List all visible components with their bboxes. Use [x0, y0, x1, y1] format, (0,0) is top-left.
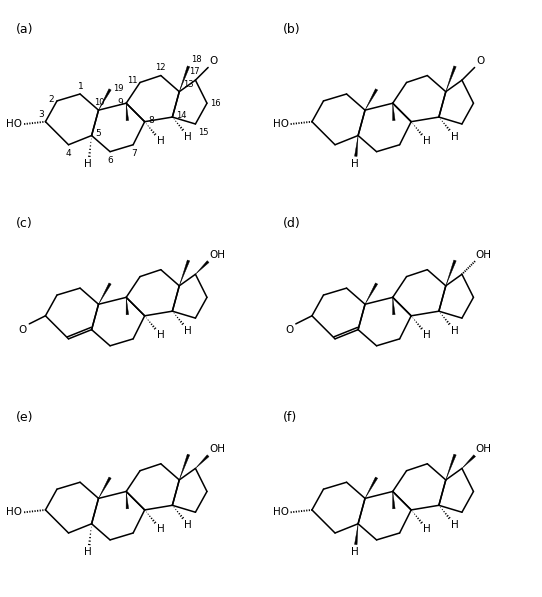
Text: 11: 11	[127, 76, 137, 85]
Polygon shape	[179, 454, 190, 480]
Text: H: H	[451, 131, 459, 141]
Text: 10: 10	[94, 98, 105, 107]
Text: O: O	[285, 325, 294, 335]
Text: H: H	[184, 131, 192, 141]
Text: H: H	[157, 330, 164, 340]
Text: 2: 2	[48, 96, 54, 104]
Polygon shape	[392, 103, 395, 121]
Polygon shape	[446, 454, 456, 480]
Text: (a): (a)	[16, 23, 34, 36]
Text: H: H	[423, 136, 431, 146]
Text: H: H	[157, 524, 164, 534]
Text: (e): (e)	[16, 411, 34, 424]
Text: 12: 12	[156, 63, 166, 72]
Text: 7: 7	[131, 149, 137, 158]
Polygon shape	[99, 89, 111, 110]
Text: H: H	[184, 520, 192, 530]
Text: 5: 5	[96, 129, 101, 138]
Text: HO: HO	[7, 119, 22, 129]
Polygon shape	[179, 260, 190, 286]
Text: H: H	[84, 159, 92, 169]
Text: 18: 18	[191, 55, 202, 64]
Text: H: H	[157, 136, 164, 146]
Text: H: H	[84, 547, 92, 558]
Polygon shape	[99, 283, 111, 304]
Text: O: O	[476, 56, 485, 66]
Polygon shape	[179, 66, 190, 92]
Polygon shape	[392, 297, 395, 315]
Text: H: H	[451, 326, 459, 336]
Text: HO: HO	[273, 119, 289, 129]
Text: H: H	[351, 159, 358, 169]
Text: (c): (c)	[16, 217, 33, 230]
Text: HO: HO	[273, 507, 289, 517]
Text: 16: 16	[210, 99, 221, 107]
Text: 17: 17	[189, 67, 199, 76]
Polygon shape	[354, 524, 358, 544]
Polygon shape	[365, 283, 378, 304]
Polygon shape	[462, 455, 475, 469]
Polygon shape	[446, 66, 456, 92]
Polygon shape	[365, 477, 378, 498]
Text: (d): (d)	[282, 217, 300, 230]
Text: 13: 13	[183, 81, 193, 90]
Text: 4: 4	[66, 149, 72, 158]
Polygon shape	[99, 477, 111, 498]
Text: H: H	[423, 330, 431, 340]
Text: OH: OH	[476, 250, 492, 260]
Text: 1: 1	[79, 82, 84, 91]
Text: (f): (f)	[282, 411, 296, 424]
Polygon shape	[196, 455, 209, 469]
Text: 9: 9	[117, 97, 122, 107]
Text: 15: 15	[198, 128, 208, 137]
Polygon shape	[126, 297, 128, 315]
Text: H: H	[423, 524, 431, 534]
Polygon shape	[126, 103, 128, 121]
Text: (b): (b)	[282, 23, 300, 36]
Text: 6: 6	[107, 156, 113, 165]
Text: H: H	[451, 520, 459, 530]
Polygon shape	[354, 136, 358, 156]
Polygon shape	[446, 260, 456, 286]
Text: HO: HO	[7, 507, 22, 517]
Text: OH: OH	[209, 444, 225, 454]
Text: H: H	[184, 326, 192, 336]
Text: O: O	[19, 325, 27, 335]
Text: 3: 3	[38, 110, 44, 119]
Polygon shape	[365, 89, 378, 110]
Text: 14: 14	[176, 112, 186, 121]
Text: 8: 8	[149, 116, 154, 125]
Text: OH: OH	[209, 250, 225, 260]
Polygon shape	[392, 491, 395, 509]
Text: 19: 19	[113, 84, 124, 93]
Text: OH: OH	[476, 444, 492, 454]
Polygon shape	[126, 491, 128, 509]
Text: O: O	[210, 56, 218, 66]
Polygon shape	[196, 261, 209, 274]
Text: H: H	[351, 547, 358, 558]
